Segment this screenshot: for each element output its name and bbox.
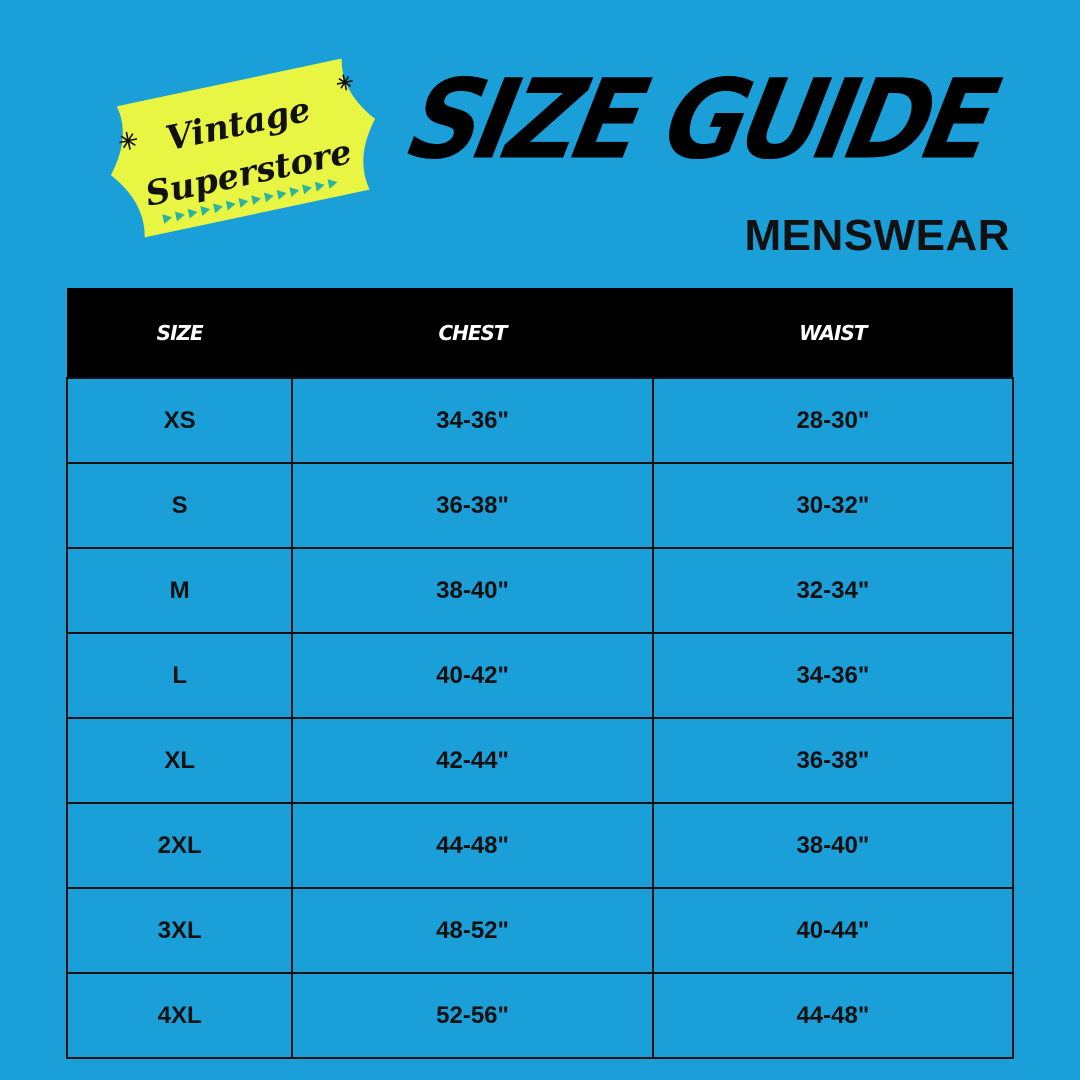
waist-cell: 28-30" — [651, 377, 1015, 464]
table-row: 4XL 52-56" 44-48" — [65, 972, 1015, 1059]
size-cell: S — [65, 462, 294, 549]
waist-cell: 34-36" — [651, 632, 1015, 719]
chest-cell: 44-48" — [291, 802, 654, 889]
chest-cell: 36-38" — [291, 462, 654, 549]
waist-cell: 38-40" — [651, 802, 1015, 889]
triangle-mark — [225, 200, 236, 211]
starburst-icon — [336, 74, 353, 91]
page-subtitle: MENSWEAR — [744, 211, 1010, 260]
chest-cell: 34-36" — [291, 377, 654, 464]
triangle-mark — [174, 211, 185, 222]
column-header-size: SIZE — [67, 288, 293, 378]
waist-cell: 30-32" — [651, 462, 1015, 549]
table-row: XL 42-44" 36-38" — [65, 717, 1015, 804]
size-cell: 2XL — [65, 802, 294, 889]
size-cell: 4XL — [65, 972, 294, 1059]
table-row: S 36-38" 30-32" — [65, 462, 1015, 549]
table-row: 2XL 44-48" 38-40" — [65, 802, 1015, 889]
page-title: SIZE GUIDE — [399, 55, 1004, 184]
triangle-mark — [263, 192, 274, 203]
size-cell: L — [65, 632, 294, 719]
chest-cell: 40-42" — [291, 632, 654, 719]
vintage-superstore-logo: Vintage Superstore — [110, 58, 376, 238]
triangle-mark — [251, 195, 262, 206]
size-cell: M — [65, 547, 294, 634]
waist-cell: 44-48" — [651, 972, 1015, 1059]
triangle-mark — [302, 184, 312, 195]
column-header-waist: WAIST — [652, 288, 1013, 378]
size-cell: 3XL — [65, 887, 294, 974]
column-header-chest: CHEST — [292, 288, 653, 378]
triangle-mark — [187, 208, 198, 219]
chest-cell: 48-52" — [291, 887, 654, 974]
chest-cell: 52-56" — [291, 972, 654, 1059]
triangle-mark — [213, 203, 223, 214]
size-cell: XL — [65, 717, 294, 804]
chest-cell: 38-40" — [291, 547, 654, 634]
table-row: XS 34-36" 28-30" — [65, 377, 1015, 464]
size-cell: XS — [65, 377, 294, 464]
waist-cell: 40-44" — [651, 887, 1015, 974]
triangle-mark — [327, 179, 338, 189]
table-row: 3XL 48-52" 40-44" — [65, 887, 1015, 974]
table-row: L 40-42" 34-36" — [65, 632, 1015, 719]
triangle-mark — [238, 198, 249, 208]
table-header-row: SIZE CHEST WAIST — [67, 288, 1013, 378]
triangle-mark — [314, 181, 325, 192]
triangle-mark — [276, 189, 287, 200]
logo-badge-shape — [110, 58, 376, 238]
chest-cell: 42-44" — [291, 717, 654, 804]
triangle-mark — [289, 187, 300, 198]
triangle-row-decoration — [162, 179, 338, 225]
size-table: SIZE CHEST WAIST XS 34-36" 28-30" S 36-38" 30… — [65, 288, 1015, 1059]
table-row: M 38-40" 32-34" — [65, 547, 1015, 634]
waist-cell: 32-34" — [651, 547, 1015, 634]
triangle-mark — [200, 206, 211, 216]
starburst-icon — [119, 131, 138, 150]
triangle-mark — [162, 214, 173, 225]
waist-cell: 36-38" — [651, 717, 1015, 804]
